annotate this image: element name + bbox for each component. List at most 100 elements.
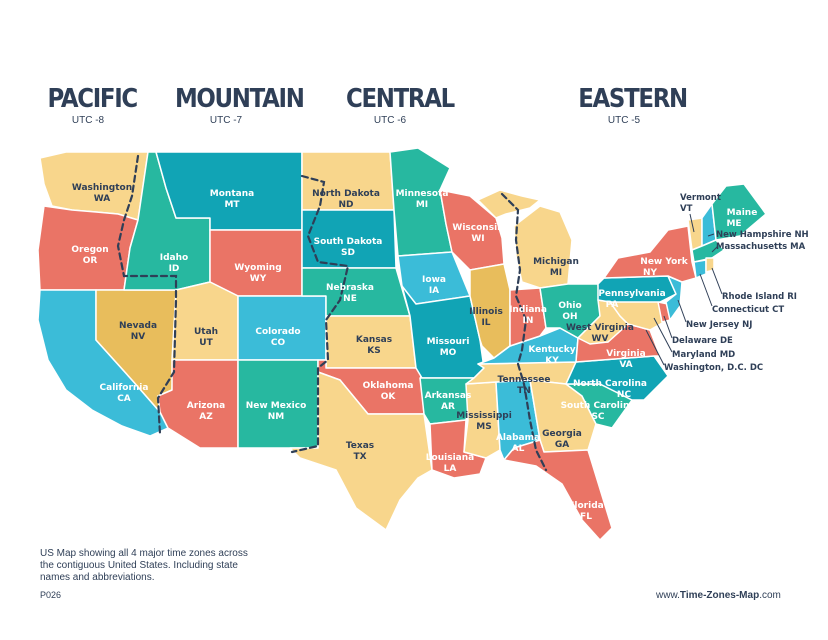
- state-labels: Washington WA Oregon OR California CA Nevad…: [71, 183, 757, 522]
- label-maryland: Maryland: [672, 350, 717, 360]
- abbr-rhode-island: RI: [787, 292, 797, 302]
- label-tennessee: Tennessee: [498, 375, 551, 385]
- label-wyoming: Wyoming: [234, 263, 281, 273]
- svg-text:Washington, D.C. DC: Washington, D.C. DC: [664, 363, 763, 373]
- abbr-indiana: IN: [523, 316, 534, 326]
- label-georgia: Georgia: [542, 429, 582, 439]
- label-maine: Maine: [727, 208, 758, 218]
- abbr-arizona: AZ: [199, 412, 213, 422]
- abbr-south-dakota: SD: [341, 248, 355, 258]
- abbr-virginia: VA: [619, 360, 632, 370]
- label-pennsylvania: Pennsylvania: [598, 289, 665, 299]
- abbr-montana: MT: [224, 200, 240, 210]
- label-massachusetts: Massachusetts: [716, 242, 787, 252]
- abbr-south-carolina: SC: [591, 412, 604, 422]
- abbr-west-virginia: WV: [592, 334, 609, 344]
- state-michigan[interactable]: [513, 205, 573, 289]
- label-kentucky: Kentucky: [528, 345, 575, 355]
- abbr-louisiana: LA: [444, 464, 457, 474]
- zone-name: CENTRAL: [346, 84, 455, 114]
- label-delaware: Delaware: [672, 336, 717, 346]
- zone-utc: UTC -8: [71, 115, 105, 126]
- label-illinois: Illinois: [469, 307, 503, 317]
- abbr-texas: TX: [353, 452, 366, 462]
- label-utah: Utah: [194, 327, 218, 337]
- abbr-oklahoma: OK: [381, 392, 397, 402]
- zone-pacific: PACIFIC UTC -8: [42, 84, 139, 126]
- state-louisiana[interactable]: [429, 419, 487, 479]
- abbr-alabama: AL: [512, 444, 525, 454]
- label-vermont: Vermont: [680, 193, 721, 203]
- svg-text:Maryland MD: Maryland MD: [672, 350, 735, 360]
- label-connecticut: Connecticut: [712, 305, 769, 315]
- website-suffix: .com: [759, 590, 781, 601]
- label-virginia: Virginia: [606, 349, 645, 359]
- state-florida[interactable]: [503, 439, 613, 541]
- label-iowa: Iowa: [422, 275, 446, 285]
- label-mississippi: Mississippi: [456, 411, 512, 421]
- state-new-york[interactable]: [603, 225, 697, 283]
- abbr-connecticut: CT: [772, 305, 784, 315]
- label-kansas: Kansas: [356, 335, 392, 345]
- central-eastern-border: [500, 192, 548, 472]
- label-washington: Washington: [72, 183, 132, 193]
- state-connecticut[interactable]: [693, 259, 707, 279]
- abbr-mississippi: MS: [476, 422, 491, 432]
- zone-name: EASTERN: [578, 84, 688, 114]
- state-utah[interactable]: [171, 281, 239, 361]
- zone-utc: UTC -5: [607, 115, 641, 126]
- label-oregon: Oregon: [71, 245, 108, 255]
- state-texas[interactable]: [289, 371, 433, 531]
- website-link[interactable]: www.Time-Zones-Map.com: [656, 590, 781, 601]
- external-labels: Vermont VT New Hampshire NH Massachusett…: [645, 193, 809, 373]
- abbr-delaware: DE: [720, 336, 733, 346]
- svg-text:Rhode Island RI: Rhode Island RI: [722, 292, 797, 302]
- label-colorado: Colorado: [255, 327, 300, 337]
- label-alabama: Alabama: [496, 433, 540, 443]
- abbr-california: CA: [117, 394, 131, 404]
- label-minnesota: Minnesota: [396, 189, 449, 199]
- abbr-wisconsin: WI: [471, 234, 484, 244]
- abbr-maryland: MD: [720, 350, 736, 360]
- abbr-new-york: NY: [643, 268, 658, 278]
- label-louisiana: Louisiana: [426, 453, 474, 463]
- abbr-florida: FL: [580, 512, 592, 522]
- svg-text:Connecticut CT: Connecticut CT: [712, 305, 784, 315]
- map-code: P026: [40, 590, 62, 600]
- abbr-utah: UT: [199, 338, 213, 348]
- abbr-vermont: VT: [680, 204, 693, 214]
- abbr-iowa: IA: [429, 286, 439, 296]
- zone-eastern: EASTERN UTC -5: [572, 84, 688, 126]
- label-new-hampshire: New Hampshire: [716, 230, 792, 240]
- abbr-new-mexico: NM: [268, 412, 285, 422]
- label-arkansas: Arkansas: [425, 391, 472, 401]
- zone-name: PACIFIC: [47, 84, 139, 114]
- abbr-tennessee: TN: [517, 386, 531, 396]
- label-idaho: Idaho: [160, 253, 188, 263]
- abbr-georgia: GA: [555, 440, 569, 450]
- state-north-carolina[interactable]: [565, 355, 669, 401]
- abbr-minnesota: MI: [416, 200, 428, 210]
- label-california: California: [100, 383, 149, 393]
- abbr-dc: DC: [750, 363, 763, 373]
- abbr-missouri: MO: [440, 348, 457, 358]
